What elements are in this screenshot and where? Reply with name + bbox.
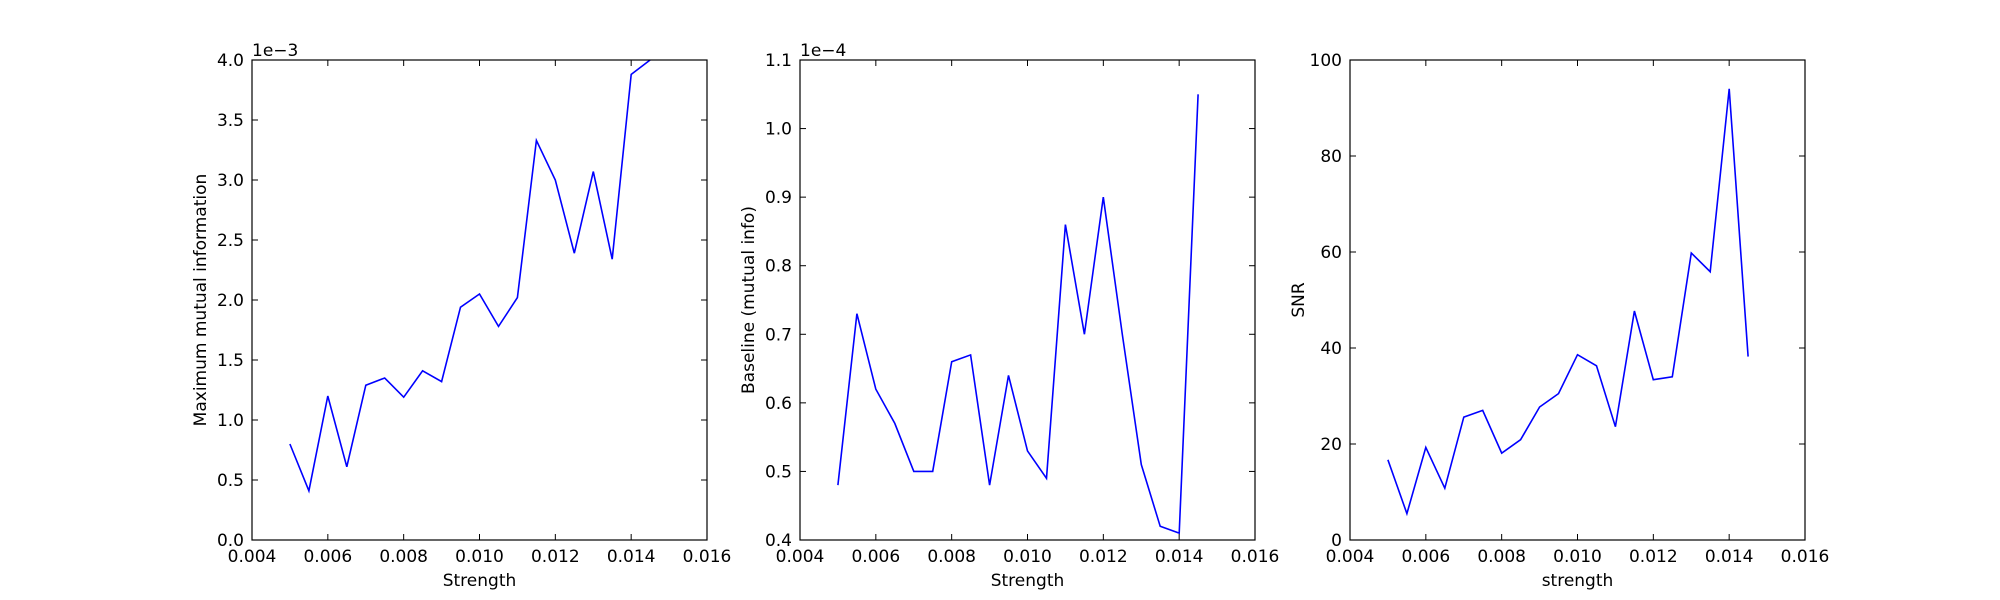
- y-tick-label: 0: [1331, 531, 1342, 551]
- y-tick-label: 2.5: [217, 231, 244, 251]
- y-tick-label: 0.0: [217, 531, 244, 551]
- x-tick-label: 0.012: [1629, 547, 1678, 567]
- x-tick-label: 0.006: [851, 547, 900, 567]
- y-tick-label: 4.0: [217, 51, 244, 71]
- x-axis-label: Strength: [443, 571, 517, 591]
- x-tick-label: 0.006: [303, 547, 352, 567]
- y-tick-label: 2.0: [217, 291, 244, 311]
- axes-frame: [799, 59, 1256, 541]
- y-tick-label: 60: [1320, 243, 1342, 263]
- x-tick-label: 0.004: [1326, 547, 1375, 567]
- x-tick-label: 0.012: [1079, 547, 1128, 567]
- chart-panel-max-mutual-information: 0.004 0.006 0.008 0.010 0.012 0.014 0.016 0.0 0.…: [191, 41, 731, 591]
- x-tick-label: 0.014: [607, 547, 656, 567]
- x-tick-label: 0.012: [531, 547, 580, 567]
- y-tick-label: 0.6: [765, 394, 792, 414]
- y-tick-label: 0.9: [765, 188, 792, 208]
- y-tick-label: 1.1: [765, 51, 792, 71]
- y-offset-label: 1e−3: [252, 41, 298, 61]
- x-tick-label: 0.014: [1705, 547, 1754, 567]
- x-tick-label: 0.004: [228, 547, 277, 567]
- y-axis-label: SNR: [1289, 282, 1309, 318]
- series-line: [837, 94, 1199, 535]
- x-tick-label: 0.010: [1003, 547, 1052, 567]
- x-tick-label: 0.016: [1231, 547, 1280, 567]
- y-axis-label: Maximum mutual information: [191, 174, 211, 427]
- x-tick-label: 0.006: [1401, 547, 1450, 567]
- chart-panel-snr: 0.004 0.006 0.008 0.010 0.012 0.014 0.016 0 20 40…: [1289, 51, 1829, 591]
- y-offset-label: 1e−4: [800, 41, 846, 61]
- y-tick-label: 3.0: [217, 171, 244, 191]
- chart-panel-baseline-mutual-info: 0.004 0.006 0.008 0.010 0.012 0.014 0.016 0.4 0.…: [739, 41, 1279, 591]
- x-axis-label: strength: [1542, 571, 1614, 591]
- x-tick-label: 0.008: [1477, 547, 1526, 567]
- y-tick-label: 1.0: [217, 411, 244, 431]
- y-tick-label: 0.7: [765, 325, 792, 345]
- axes-frame: [251, 59, 708, 541]
- y-axis-label: Baseline (mutual info): [739, 206, 759, 394]
- y-tick-label: 0.5: [765, 462, 792, 482]
- x-tick-label: 0.016: [683, 547, 732, 567]
- y-tick-label: 1.0: [765, 120, 792, 140]
- series-line: [289, 59, 651, 494]
- y-tick-label: 0.8: [765, 257, 792, 277]
- x-tick-label: 0.010: [455, 547, 504, 567]
- y-tick-label: 0.4: [765, 531, 792, 551]
- y-tick-label: 40: [1320, 339, 1342, 359]
- y-tick-label: 0.5: [217, 471, 244, 491]
- series-line: [1387, 88, 1749, 517]
- axes-frame: [1349, 59, 1806, 541]
- y-tick-label: 20: [1320, 435, 1342, 455]
- x-tick-label: 0.008: [927, 547, 976, 567]
- x-tick-label: 0.004: [776, 547, 825, 567]
- y-tick-label: 1.5: [217, 351, 244, 371]
- y-tick-label: 100: [1310, 51, 1342, 71]
- y-tick-label: 3.5: [217, 111, 244, 131]
- x-tick-label: 0.016: [1781, 547, 1830, 567]
- x-tick-label: 0.008: [379, 547, 428, 567]
- x-tick-label: 0.010: [1553, 547, 1602, 567]
- x-axis-label: Strength: [991, 571, 1065, 591]
- y-tick-label: 80: [1320, 147, 1342, 167]
- x-tick-label: 0.014: [1155, 547, 1204, 567]
